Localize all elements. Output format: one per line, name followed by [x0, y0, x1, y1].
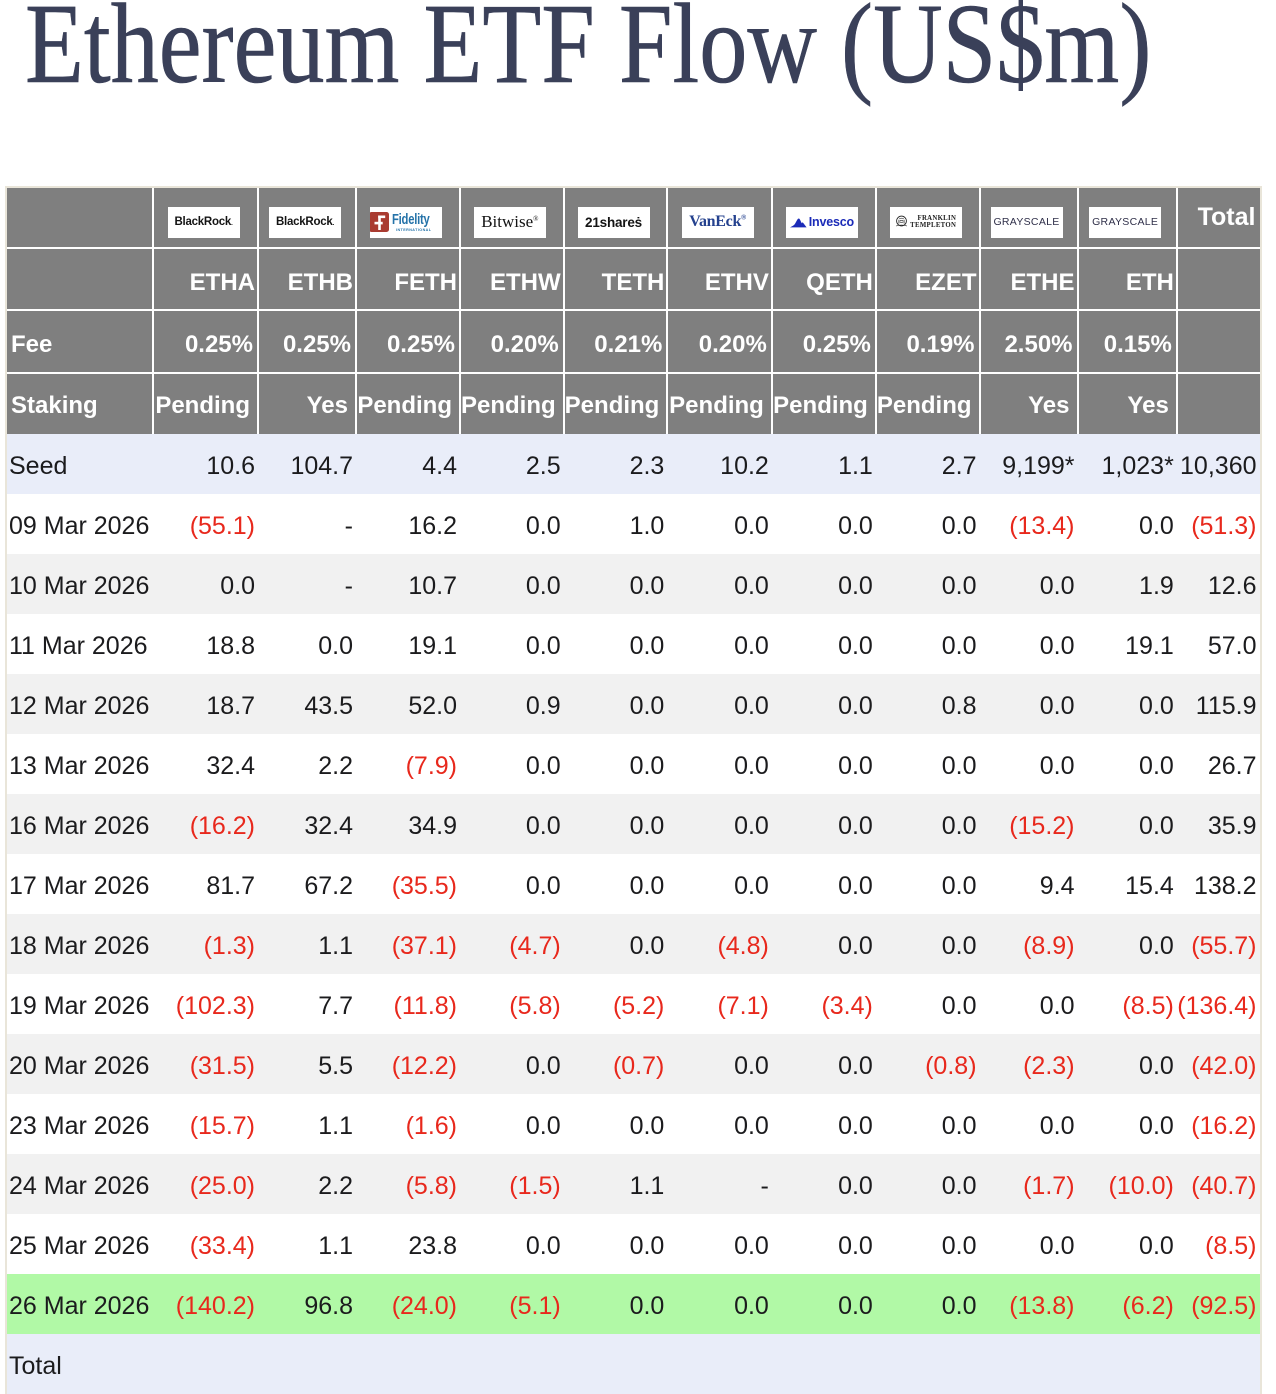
- svg-text:INTERNATIONAL: INTERNATIONAL: [396, 228, 432, 232]
